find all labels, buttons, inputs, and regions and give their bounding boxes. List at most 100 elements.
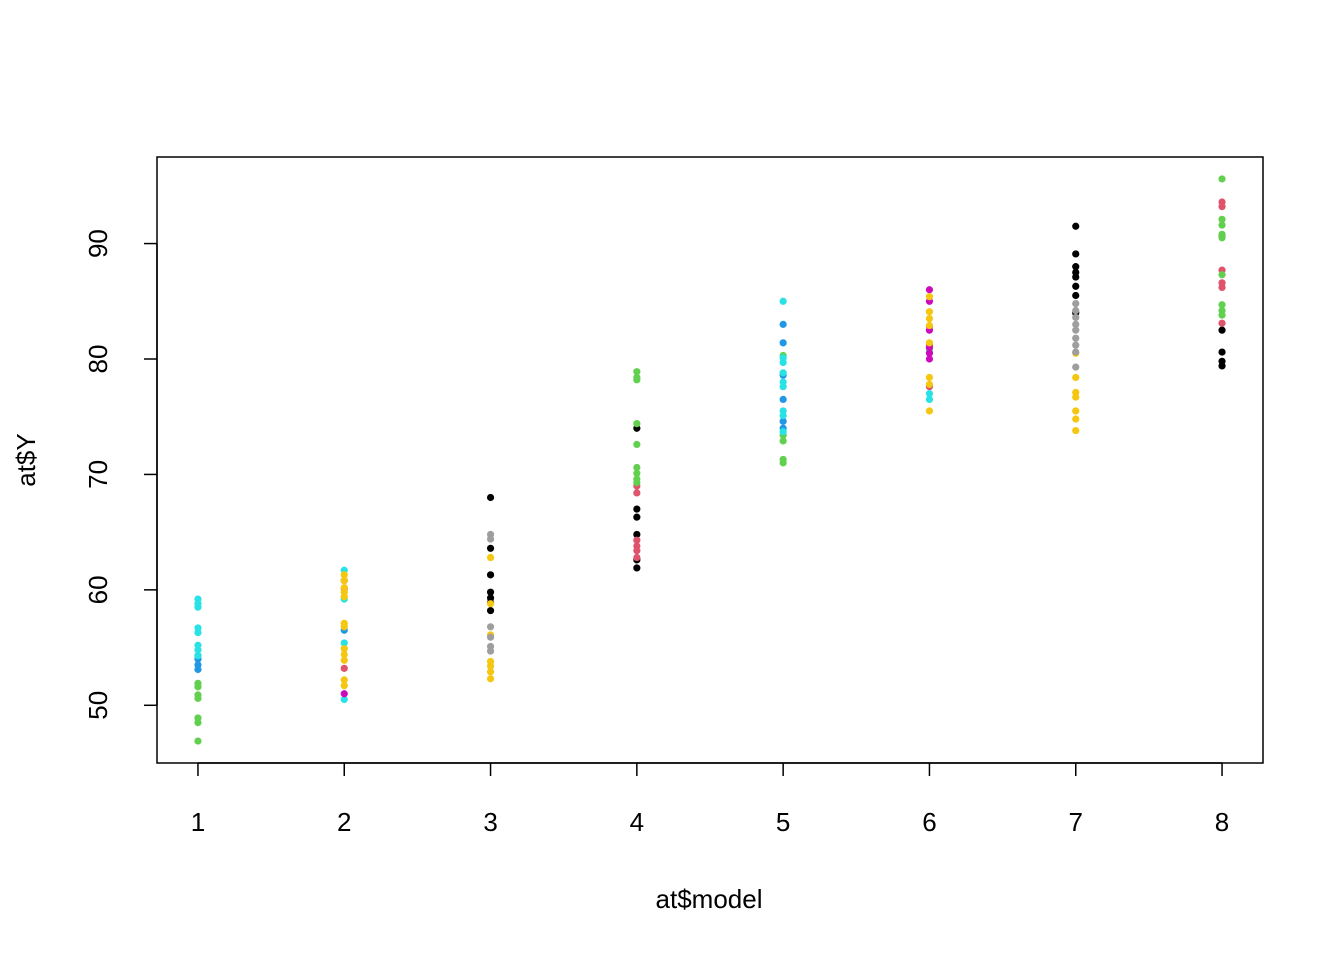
point	[1072, 393, 1080, 401]
point	[1072, 291, 1080, 300]
plot-frame	[156, 156, 1264, 764]
point	[633, 553, 641, 562]
point	[340, 623, 348, 631]
point	[194, 603, 202, 611]
point	[925, 321, 934, 330]
point	[1072, 373, 1080, 382]
y-axis-title: at$Y	[11, 433, 41, 487]
point	[779, 369, 787, 377]
point	[1072, 407, 1080, 415]
point	[486, 535, 495, 543]
point	[1218, 362, 1226, 370]
point	[1072, 282, 1080, 290]
point	[925, 286, 934, 294]
x-tick-label: 2	[337, 807, 351, 837]
point	[1218, 215, 1226, 223]
point	[925, 355, 934, 363]
y-tick-label: 90	[83, 229, 113, 258]
point	[925, 308, 934, 316]
point	[925, 380, 934, 388]
x-tick-label: 3	[483, 807, 497, 837]
point	[486, 571, 495, 579]
point	[925, 373, 934, 382]
point	[779, 428, 787, 436]
point	[340, 593, 348, 601]
point	[633, 564, 641, 572]
point	[1072, 273, 1080, 281]
point	[925, 339, 934, 347]
point	[633, 547, 641, 555]
x-tick-label: 1	[191, 807, 205, 837]
point	[633, 536, 641, 544]
point	[194, 683, 202, 691]
y-tick-label: 80	[83, 345, 113, 374]
point	[633, 505, 641, 513]
point	[340, 571, 348, 579]
point	[486, 544, 495, 552]
point	[194, 646, 202, 654]
point	[633, 376, 641, 384]
point	[486, 588, 495, 596]
point	[925, 395, 934, 403]
point	[194, 652, 202, 660]
point	[633, 513, 641, 521]
point	[486, 633, 495, 641]
point	[340, 577, 348, 585]
point	[486, 600, 495, 608]
point	[1218, 271, 1226, 279]
point	[340, 690, 348, 698]
x-axis-title: at$model	[656, 884, 763, 914]
x-tick-label: 5	[776, 807, 790, 837]
point	[1072, 313, 1080, 322]
point	[486, 675, 495, 683]
point	[1072, 222, 1080, 230]
point	[633, 530, 641, 539]
point	[1072, 326, 1080, 334]
point	[779, 395, 787, 403]
x-tick-label: 8	[1215, 807, 1229, 837]
point	[779, 437, 787, 445]
y-tick-label: 60	[83, 575, 113, 604]
point	[1218, 175, 1226, 183]
point	[1218, 203, 1226, 211]
point	[1072, 299, 1080, 308]
point	[779, 297, 787, 305]
point	[194, 628, 202, 637]
point	[1218, 319, 1226, 327]
point	[633, 368, 641, 376]
point	[340, 650, 348, 659]
point	[1218, 326, 1226, 334]
point	[633, 469, 641, 477]
point	[1218, 221, 1226, 229]
point	[1218, 348, 1226, 356]
point	[633, 478, 641, 487]
point	[925, 349, 934, 357]
point	[925, 293, 934, 301]
point	[486, 493, 495, 502]
x-tick-label: 4	[630, 807, 644, 837]
point	[486, 607, 495, 615]
point	[925, 315, 934, 323]
point	[486, 647, 495, 655]
point	[1072, 306, 1080, 315]
point	[486, 553, 495, 562]
point	[1072, 263, 1080, 271]
point	[779, 339, 787, 347]
point	[779, 320, 787, 328]
point	[1072, 348, 1080, 356]
point	[340, 676, 348, 684]
point	[194, 737, 202, 745]
point	[1218, 234, 1226, 242]
point	[1072, 363, 1080, 371]
point	[194, 719, 202, 727]
x-tick-label: 6	[922, 807, 936, 837]
point	[779, 383, 787, 391]
point	[194, 665, 202, 674]
y-tick-label: 50	[83, 691, 113, 720]
point	[1072, 250, 1080, 258]
point	[633, 420, 641, 428]
point	[1072, 320, 1080, 328]
point	[1072, 426, 1080, 435]
point	[925, 407, 934, 415]
